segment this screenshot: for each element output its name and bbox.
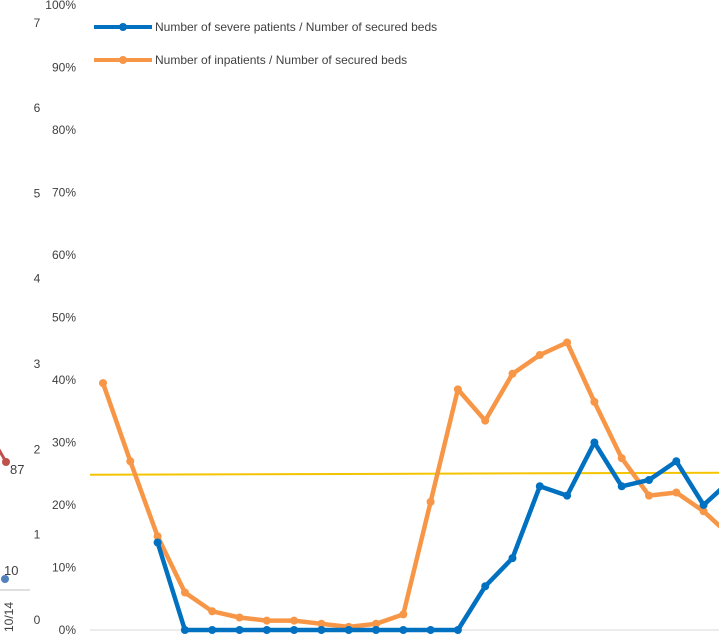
legend-item: Number of severe patients / Number of se… <box>94 20 437 34</box>
data-point <box>617 482 626 491</box>
data-point <box>262 616 271 625</box>
data-point <box>590 397 599 406</box>
legend-swatch-marker <box>119 23 127 31</box>
y-tick-label: 0% <box>59 623 77 635</box>
data-point <box>426 626 435 634</box>
background-chart-fragment: 0 1 2 3 4 5 6 7 87 10 10/14 <box>0 16 41 632</box>
data-point <box>180 626 189 634</box>
background-red-point <box>2 458 10 466</box>
data-point <box>99 379 107 388</box>
data-point <box>208 607 217 616</box>
secondary-tick-label: 4 <box>34 272 41 286</box>
background-data-label: 87 <box>10 462 24 477</box>
y-axis: 0% 10% 20% 30% 40% 50% 60% 70% 80% 90% 100% <box>45 0 719 637</box>
data-point <box>208 626 217 634</box>
legend-label: Number of inpatients / Number of secured… <box>155 53 407 67</box>
data-point <box>508 369 517 378</box>
data-point <box>262 626 271 634</box>
data-point <box>399 626 408 634</box>
series-layer <box>89 338 719 634</box>
data-point <box>426 497 435 506</box>
data-point <box>153 538 162 547</box>
legend-label: Number of severe patients / Number of se… <box>155 20 437 34</box>
series-inpatients <box>99 338 719 631</box>
data-point <box>481 416 490 425</box>
data-point <box>617 454 626 463</box>
y-tick-label: 70% <box>52 186 76 200</box>
data-point <box>235 613 244 622</box>
y-tick-label: 50% <box>52 311 76 325</box>
secondary-tick-label: 3 <box>34 357 41 371</box>
y-tick-label: 10% <box>52 561 76 575</box>
data-point <box>508 554 517 563</box>
data-point <box>590 438 599 447</box>
legend-item: Number of inpatients / Number of secured… <box>94 53 407 67</box>
data-point <box>317 619 326 628</box>
data-point <box>399 610 408 619</box>
background-blue-point <box>1 575 9 583</box>
y-tick-label: 100% <box>45 0 76 12</box>
secondary-tick-label: 5 <box>34 186 41 200</box>
y-tick-label: 60% <box>52 248 76 262</box>
data-point <box>699 507 708 516</box>
data-point <box>672 457 681 466</box>
y-tick-label: 80% <box>52 123 76 137</box>
data-point <box>645 491 653 500</box>
data-point <box>481 582 490 591</box>
data-point <box>672 488 681 497</box>
y-tick-label: 90% <box>52 61 76 75</box>
secondary-tick-label: 7 <box>34 16 41 30</box>
data-point <box>317 626 326 634</box>
background-data-label: 10 <box>4 563 18 578</box>
data-point <box>235 626 244 634</box>
data-point <box>126 457 135 466</box>
data-point <box>290 616 299 625</box>
secondary-tick-label: 0 <box>34 613 41 627</box>
data-point <box>563 338 572 347</box>
secondary-tick-label: 6 <box>34 101 41 115</box>
y-tick-label: 20% <box>52 498 76 512</box>
secondary-tick-label: 1 <box>34 528 41 542</box>
data-point <box>153 532 162 541</box>
data-point <box>290 626 299 634</box>
legend-swatch-marker <box>119 56 127 64</box>
data-point <box>372 626 380 634</box>
data-point <box>563 491 572 500</box>
legend: Number of severe patients / Number of se… <box>94 20 437 67</box>
series-severe <box>153 438 719 634</box>
data-point <box>453 385 462 394</box>
secondary-tick-label: 2 <box>34 442 41 456</box>
data-point <box>535 482 544 491</box>
data-point <box>699 501 708 509</box>
background-date-label: 10/14 <box>2 602 16 632</box>
y-tick-label: 40% <box>52 373 76 387</box>
reference-line <box>89 471 719 476</box>
data-point <box>180 588 189 597</box>
y-tick-label: 30% <box>52 436 76 450</box>
data-point <box>372 619 380 628</box>
data-point <box>645 476 653 484</box>
data-point <box>344 626 353 634</box>
data-point <box>535 351 544 359</box>
data-point <box>453 626 462 634</box>
